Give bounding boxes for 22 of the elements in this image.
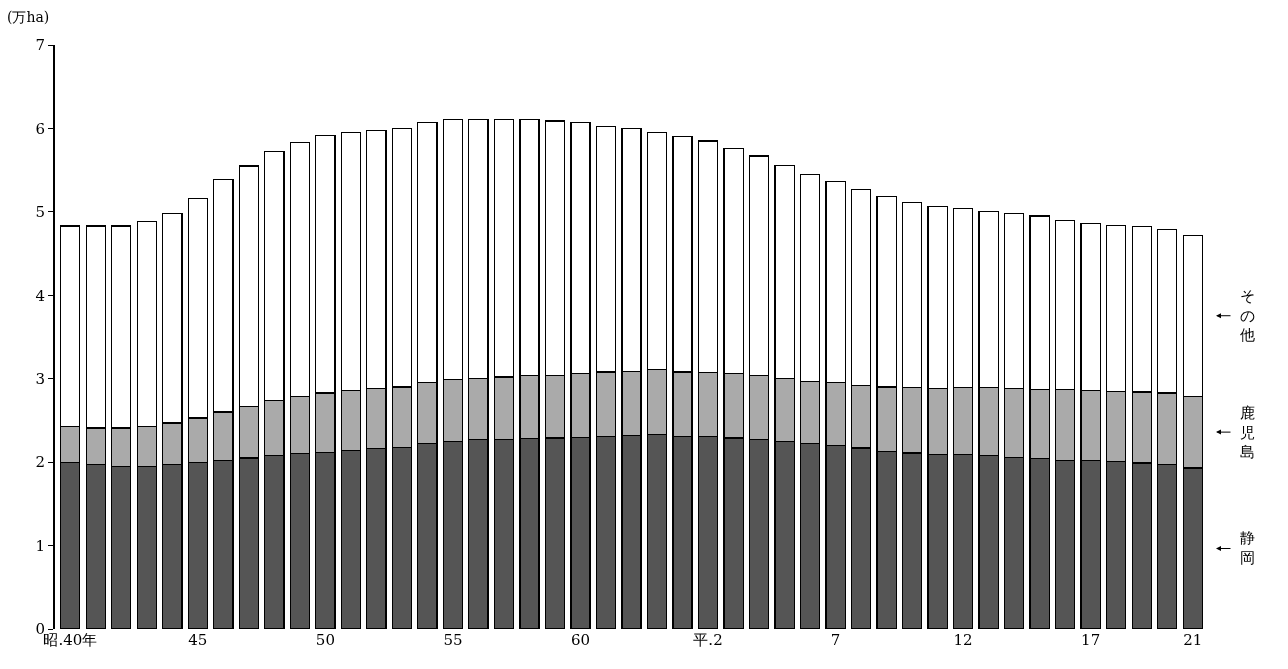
x-tick-label: 50 <box>315 631 335 649</box>
legend-label: 鹿児島 <box>1240 404 1255 461</box>
x-tick-label: 45 <box>188 631 208 649</box>
y-tick-label: 0 <box>35 620 45 639</box>
y-tick-label: 5 <box>35 203 45 222</box>
y-axis-title: (万ha) <box>7 9 50 25</box>
y-tick-label: 6 <box>35 119 45 138</box>
x-tick-label: 平.2 <box>693 631 723 649</box>
x-tick-label: 21 <box>1183 631 1203 649</box>
y-tick-label: 3 <box>35 369 45 388</box>
y-tick-label: 4 <box>35 286 45 305</box>
legend-label: その他 <box>1240 287 1255 344</box>
legend-label: 静岡 <box>1240 529 1255 567</box>
x-tick-label: 55 <box>443 631 463 649</box>
x-tick-label: 17 <box>1081 631 1101 649</box>
y-tick-label: 7 <box>35 36 45 55</box>
x-tick-label: 12 <box>953 631 973 649</box>
x-tick-label: 昭.40年 <box>43 631 98 649</box>
x-tick-label: 60 <box>570 631 591 649</box>
y-tick-label: 1 <box>35 536 45 555</box>
x-tick-label: 7 <box>830 631 841 649</box>
y-tick-label: 2 <box>35 453 45 472</box>
